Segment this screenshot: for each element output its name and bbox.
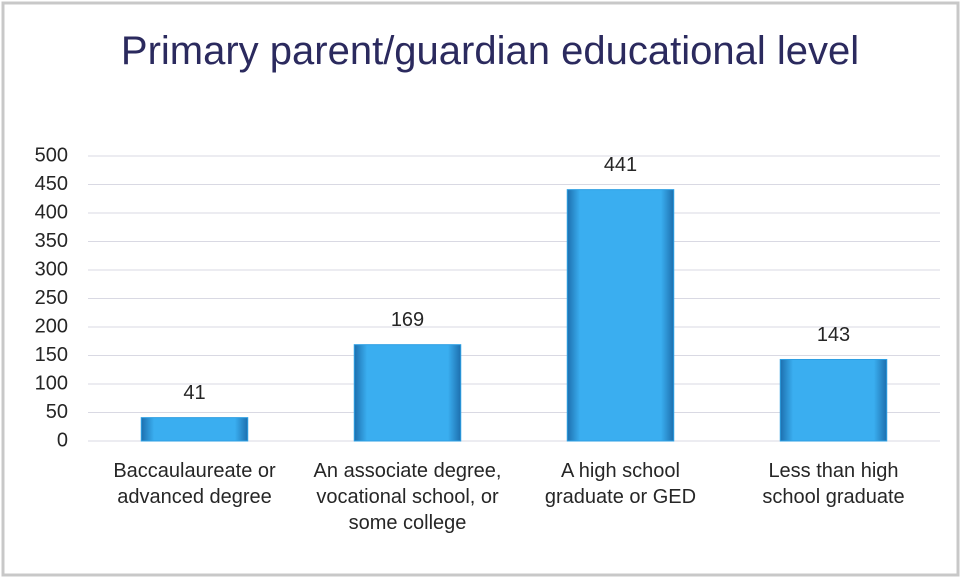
y-tick-label: 150 bbox=[35, 344, 68, 366]
y-tick-label: 350 bbox=[35, 230, 68, 252]
bar bbox=[779, 358, 888, 442]
data-label: 169 bbox=[391, 309, 424, 331]
y-tick-label: 500 bbox=[35, 144, 68, 166]
y-tick-label: 0 bbox=[57, 429, 68, 451]
x-tick-label: Baccaulaureate or advanced degree bbox=[113, 460, 276, 508]
bar bbox=[353, 344, 462, 442]
x-tick-label: A high school graduate or GED bbox=[544, 460, 697, 508]
bar bbox=[566, 189, 675, 442]
y-tick-label: 400 bbox=[35, 201, 68, 223]
y-tick-label: 450 bbox=[35, 173, 68, 195]
x-tick-label: An associate degree, vocational school, … bbox=[313, 460, 502, 534]
data-label: 143 bbox=[817, 324, 850, 346]
y-tick-label: 300 bbox=[35, 258, 68, 280]
y-tick-label: 250 bbox=[35, 287, 68, 309]
data-label: 41 bbox=[183, 382, 205, 404]
x-tick-label: Less than high school graduate bbox=[762, 460, 905, 508]
chart-title: Primary parent/guardian educational leve… bbox=[120, 29, 860, 73]
y-tick-label: 200 bbox=[35, 315, 68, 337]
bar bbox=[140, 417, 249, 442]
y-tick-label: 50 bbox=[46, 401, 68, 423]
y-tick-label: 100 bbox=[35, 372, 68, 394]
data-label: 441 bbox=[604, 154, 637, 176]
